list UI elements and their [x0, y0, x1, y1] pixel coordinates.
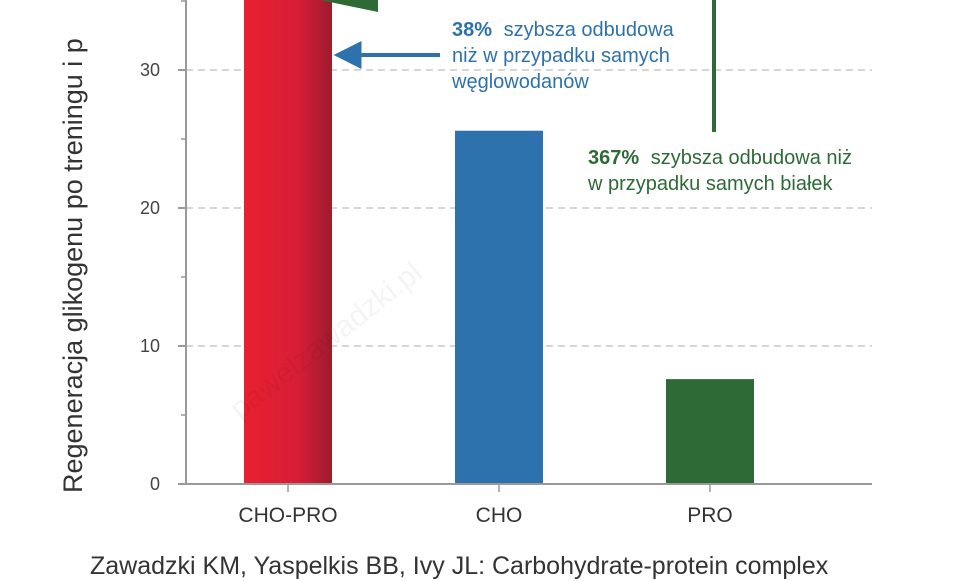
y-axis-label: Regeneracja glikogenu po treningu i p	[58, 38, 88, 493]
annotation-cho-line3: węglowodanów	[451, 71, 589, 93]
annotation-cho-line1: szybsza odbudowa	[504, 19, 675, 41]
annotation-pro-text: 367% szybsza odbudowa niż w przypadku sa…	[587, 147, 858, 195]
annotation-pro-bracket	[320, 0, 716, 132]
bar-cho-pro	[244, 0, 332, 484]
annotation-cho-bold: 38%	[452, 19, 492, 41]
x-category-label: CHO	[476, 504, 523, 527]
x-category-label: PRO	[687, 504, 733, 527]
x-category-label: CHO-PRO	[238, 504, 337, 527]
y-tick-label: 20	[140, 198, 160, 218]
annotation-pro-line2: w przypadku samych białek	[587, 173, 834, 195]
bars	[244, 0, 754, 484]
annotation-cho-line2: niż w przypadku samych	[452, 45, 670, 67]
source-citation: Zawadzki KM, Yaspelkis BB, Ivy JL: Carbo…	[90, 552, 829, 580]
y-tick-label: 0	[150, 474, 160, 494]
y-axis: 0 10 20 30	[140, 0, 187, 494]
x-axis: CHO-PRO CHO PRO	[186, 483, 872, 527]
annotation-pro-bold: 367%	[588, 147, 639, 169]
y-tick-label: 30	[140, 60, 160, 80]
annotation-cho-text: 38% szybsza odbudowa niż w przypadku sam…	[451, 19, 679, 93]
y-tick-label: 10	[140, 336, 160, 356]
annotation-pro-line1: szybsza odbudowa niż	[651, 147, 852, 169]
green-arrow-tip	[320, 0, 378, 12]
bar-pro	[666, 379, 754, 484]
bar-cho	[455, 130, 543, 484]
